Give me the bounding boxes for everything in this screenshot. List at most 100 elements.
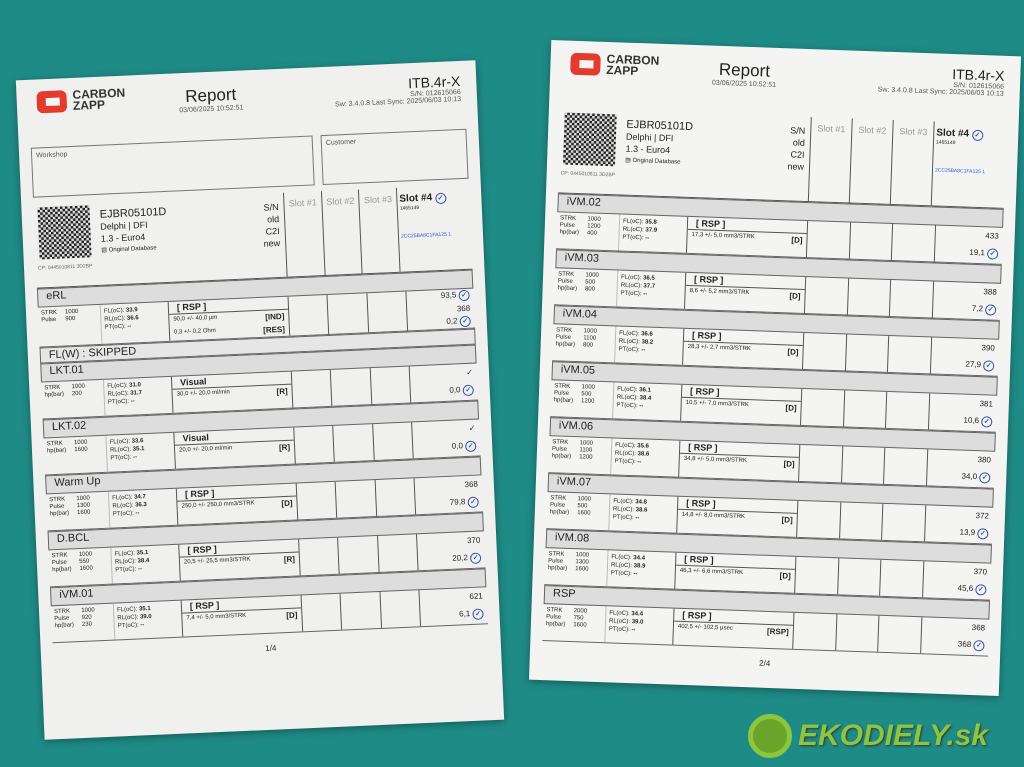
spec: 34,8 +/- 5,0 mm3/STRK [683, 455, 748, 465]
check-icon: ✓ [469, 552, 482, 564]
slot4-value-2: 368 ✓ [921, 638, 985, 652]
temp-label: RL(oC): [616, 394, 638, 402]
slot-3-cell [889, 279, 934, 318]
temp-label: FL(oC): [620, 274, 642, 282]
report-date: 03/06/2025 10:52:51 [179, 104, 244, 115]
slot4-value-1: 370 [466, 535, 481, 546]
temp-label: PT(oC): [107, 398, 130, 406]
temp-pt: -- [641, 347, 646, 354]
temp-pt: -- [645, 235, 650, 242]
test-method: [ RSP ] 402,5 +/- 102,5 µsec [RSP] [672, 608, 794, 649]
check-icon: ✓ [458, 290, 470, 302]
temp-rl: 35.1 [132, 446, 145, 453]
spec: 20,0 +/- 20,0 ml/min [178, 445, 233, 454]
slot-1-header: Slot #1 [807, 117, 852, 203]
test-params: STRK Pulse hp(bar) 1000 500 1200 [550, 380, 613, 418]
watermark-logo: EKODIELY.sk [748, 714, 988, 758]
slot-1-cell [796, 500, 841, 539]
test-method: [ RSP ] 20,5 +/- 25,5 mm3/STRK [R] [178, 539, 300, 581]
temp-rl: 38.6 [635, 507, 648, 514]
param-label: Pulse [41, 316, 57, 324]
param-label: hp(bar) [54, 622, 75, 630]
slot-1-header: Slot #1 [282, 191, 325, 277]
temp-rl: 38.4 [639, 395, 652, 402]
slot-1-cell [300, 593, 342, 632]
slot-2-cell [834, 614, 879, 652]
test-params: STRK Pulse hp(bar) 1000 1100 1200 [548, 436, 611, 474]
slot-1-cell [798, 444, 842, 483]
param-value: 800 [582, 342, 594, 349]
param-value: 900 [65, 315, 76, 323]
temp-label: RL(oC): [608, 618, 631, 626]
database-icon: ▤ [101, 247, 108, 254]
slot-2-cell [836, 558, 881, 596]
temp-pt: -- [643, 291, 648, 298]
slot4-value-2: 45,6 ✓ [923, 582, 987, 596]
param-label: hp(bar) [52, 566, 72, 574]
method-tag: [D] [789, 291, 801, 301]
page-number: 2/4 [758, 658, 771, 669]
temp-label: RL(oC): [614, 450, 637, 458]
temp-label: FL(oC): [112, 494, 133, 502]
spec: 20,5 +/- 25,5 mm3/STRK [183, 556, 251, 566]
slot-3-cell [883, 447, 928, 486]
slot4-value-1: 621 [469, 591, 483, 602]
slot-4-cell: ✓ 0,0 ✓ [411, 419, 481, 459]
spec: 10,5 +/- 7,0 mm3/STRK [685, 399, 749, 409]
temp-label: RL(oC): [104, 315, 126, 323]
temp-fl: 35.8 [644, 219, 657, 226]
method-tag: [D] [281, 498, 293, 509]
slot4-value-2: 79,8 ✓ [415, 496, 479, 511]
temp-label: FL(oC): [622, 218, 644, 226]
method-tag: [D] [785, 403, 797, 413]
slot-4-cell: 390 27,9 ✓ [929, 337, 1000, 376]
temp-label: RL(oC): [618, 338, 640, 346]
temp-label: FL(oC): [114, 550, 136, 558]
test-temps: FL(oC): 35.8 RL(oC): 37.9 PT(oC): -- [618, 214, 688, 253]
slot-3-cell [887, 335, 932, 374]
test-method: [ RSP ] 10,5 +/- 7,0 mm3/STRK [D] [680, 384, 802, 425]
method-tag: [R] [283, 554, 296, 565]
test-temps: FL(oC): 35.1 RL(oC): 39.0 PT(oC): -- [112, 600, 183, 640]
temp-label: PT(oC): [117, 622, 139, 630]
test-method: [ RSP ] 250,0 +/- 250,0 mm3/STRK [D] [175, 483, 298, 525]
param-label: hp(bar) [559, 229, 580, 237]
test-temps: FL(oC): 33.6 RL(oC): 35.1 PT(oC): -- [105, 432, 175, 472]
temp-rl: 38.4 [137, 557, 150, 565]
test-method: [ RSP ] 8,6 +/- 5,2 mm3/STRK [D] [684, 272, 806, 313]
slot-2-cell [334, 480, 376, 518]
temp-label: FL(oC): [609, 610, 630, 618]
slot4-value-1: 372 [975, 511, 990, 521]
slot4-value-1: ✓ [468, 423, 476, 433]
test-params: STRK hp(bar) 1000 200 [41, 380, 105, 419]
temp-label: RL(oC): [622, 226, 644, 234]
slot-3-cell [376, 534, 418, 573]
new-label: new [787, 161, 805, 172]
test-temps: FL(oC): 35.6 RL(oC): 38.6 PT(oC): -- [610, 438, 680, 477]
temp-fl: 34.4 [633, 555, 646, 562]
check-icon: ✓ [977, 528, 989, 540]
slot4-value-2: 10,6 ✓ [929, 414, 993, 428]
customer-box: Customer [320, 128, 469, 186]
slot4-value-2: 27,9 ✓ [931, 358, 995, 372]
test-temps: FL(oC): 35.1 RL(oC): 38.4 PT(oC): -- [110, 544, 180, 584]
test-method: Visual 20,0 +/- 20,0 ml/min [R] [173, 427, 295, 469]
temp-pt: -- [132, 454, 138, 461]
temp-label: PT(oC): [618, 346, 640, 354]
temp-label: PT(oC): [115, 566, 137, 574]
param-value: 1600 [573, 622, 587, 629]
temp-label: RL(oC): [107, 390, 129, 398]
slot-1-cell [298, 537, 339, 576]
temp-pt: -- [140, 622, 145, 629]
slot-3-header: Slot #3 [358, 187, 400, 274]
temp-fl: 35.1 [138, 605, 151, 613]
gear-icon [748, 714, 792, 758]
temp-fl: 31.0 [129, 382, 142, 389]
slot-4-header: Slot #4 ✓ 1465149 2CC25BA8C1FA125 1 [930, 121, 1007, 208]
param-label: hp(bar) [557, 285, 578, 293]
temp-rl: 38.2 [641, 339, 654, 346]
test-params: STRK Pulse 1000 900 [38, 305, 102, 347]
slot4-value-1: 93,5 ✓ [406, 290, 470, 304]
temp-label: PT(oC): [104, 323, 126, 331]
carbon-zapp-logo-icon [570, 52, 601, 76]
